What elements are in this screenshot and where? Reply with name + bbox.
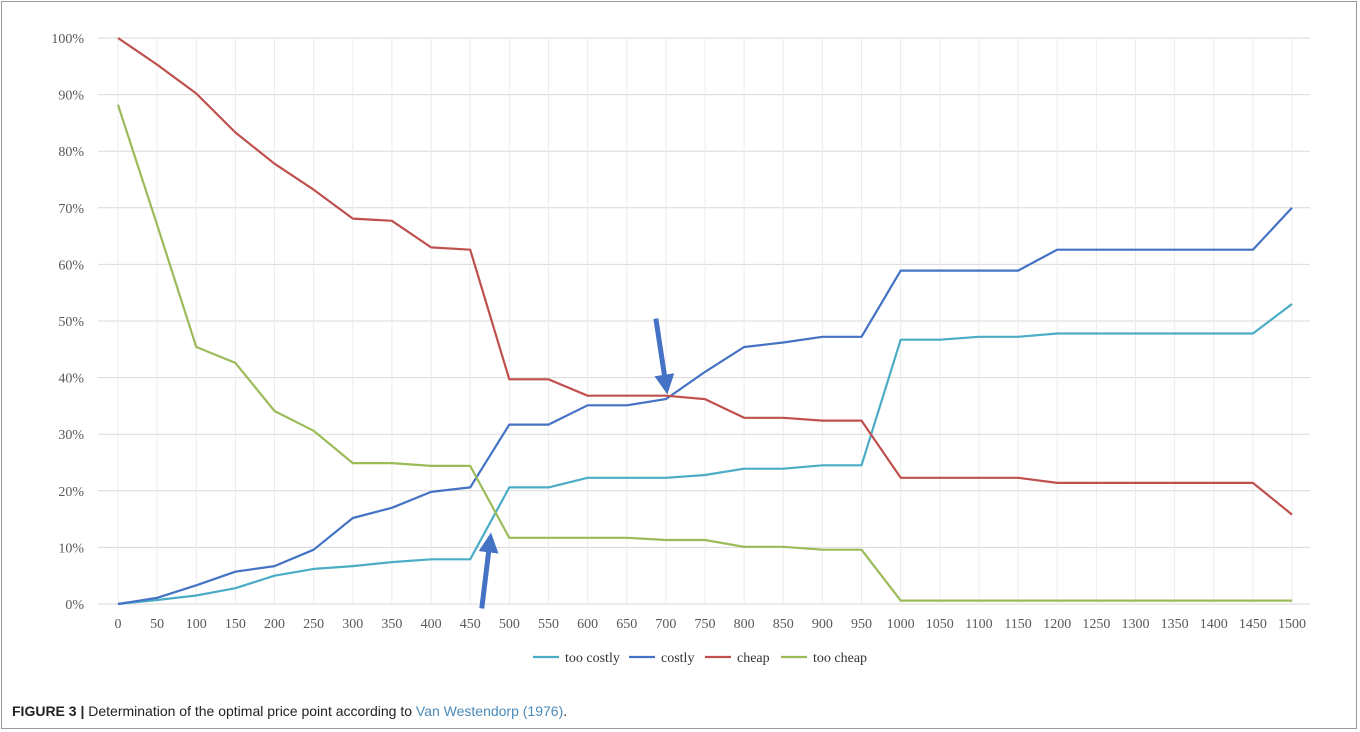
x-tick-label: 900 (812, 617, 833, 632)
x-tick-label: 1350 (1161, 617, 1189, 632)
x-tick-label: 1250 (1082, 617, 1110, 632)
x-tick-label: 1200 (1043, 617, 1071, 632)
x-tick-label: 550 (538, 617, 559, 632)
legend-label-too-cheap: too cheap (813, 651, 867, 666)
price-sensitivity-chart: 0% 10% 20% 30% 40% 50% 60% 70% 80% 90% 100% 0 50 100… (51, 32, 1310, 666)
y-tick-label: 40% (58, 372, 84, 387)
legend-label-too-costly: too costly (565, 651, 620, 666)
x-tick-label: 400 (421, 617, 442, 632)
x-tick-label: 1500 (1278, 617, 1306, 632)
series-lines (116, 37, 1293, 606)
caption-end: . (563, 703, 568, 719)
y-tick-label: 80% (58, 145, 84, 160)
x-tick-label: 300 (342, 617, 363, 632)
x-tick-label: 700 (655, 617, 676, 632)
x-tick-label: 350 (381, 617, 402, 632)
x-tick-label: 1000 (887, 617, 915, 632)
x-tick-label: 250 (303, 617, 324, 632)
series-line-costly (117, 207, 1293, 606)
y-tick-label: 20% (58, 485, 84, 500)
x-axis-ticks: 0 50 100 150 200 250 300 350 400 450 500 550 600 650 7… (115, 617, 1307, 632)
x-tick-label: 1050 (926, 617, 954, 632)
gridlines (98, 37, 1310, 605)
x-tick-label: 850 (773, 617, 794, 632)
legend-label-costly: costly (661, 651, 694, 666)
x-tick-label: 500 (499, 617, 520, 632)
caption-text: Determination of the optimal price point… (84, 703, 416, 719)
x-tick-label: 450 (460, 617, 481, 632)
x-tick-label: 1150 (1004, 617, 1031, 632)
x-tick-label: 750 (695, 617, 716, 632)
series-line-too-cheap (116, 104, 1292, 602)
y-tick-label: 60% (58, 258, 84, 273)
caption-reference-link[interactable]: Van Westendorp (1976) (415, 703, 564, 719)
figure-caption: FIGURE 3 | Determination of the optimal … (12, 703, 567, 719)
x-tick-label: 1400 (1200, 617, 1228, 632)
annotation-arrow-down (653, 318, 675, 395)
y-tick-label: 90% (58, 89, 84, 104)
y-tick-label: 30% (58, 428, 84, 443)
x-tick-label: 50 (150, 617, 164, 632)
x-tick-label: 100 (186, 617, 207, 632)
x-tick-label: 150 (225, 617, 246, 632)
legend: too costly costly cheap too cheap (533, 651, 867, 666)
x-tick-label: 200 (264, 617, 285, 632)
series-line-cheap (117, 37, 1293, 516)
x-tick-label: 1100 (965, 617, 992, 632)
y-tick-label: 50% (58, 315, 84, 330)
x-tick-label: 1300 (1121, 617, 1149, 632)
caption-label: FIGURE 3 | (12, 703, 85, 719)
y-tick-label: 100% (51, 32, 84, 47)
y-tick-label: 10% (58, 541, 84, 556)
annotation-arrows (478, 318, 675, 609)
x-tick-label: 950 (851, 617, 872, 632)
x-tick-label: 800 (734, 617, 755, 632)
y-tick-label: 70% (58, 202, 84, 217)
series-line-too-costly (117, 303, 1293, 606)
x-tick-label: 600 (577, 617, 598, 632)
y-axis-ticks: 0% 10% 20% 30% 40% 50% 60% 70% 80% 90% 100% (51, 32, 84, 613)
legend-label-cheap: cheap (737, 651, 770, 666)
y-tick-label: 0% (65, 598, 84, 613)
x-tick-label: 1450 (1239, 617, 1267, 632)
x-tick-label: 650 (616, 617, 637, 632)
x-tick-label: 0 (115, 617, 122, 632)
annotation-arrow-up (478, 532, 499, 609)
